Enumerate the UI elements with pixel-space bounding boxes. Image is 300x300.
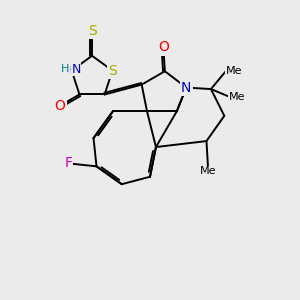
Text: H: H [61, 64, 69, 74]
Text: S: S [108, 64, 117, 78]
Text: F: F [64, 156, 72, 170]
Text: Me: Me [200, 166, 216, 176]
Text: Me: Me [226, 66, 242, 76]
Text: O: O [55, 99, 66, 112]
Text: N: N [71, 63, 81, 76]
Text: O: O [158, 40, 169, 55]
Text: S: S [88, 23, 96, 38]
Text: H: H [68, 66, 76, 76]
Text: Me: Me [229, 92, 245, 101]
Text: N: N [181, 81, 191, 94]
